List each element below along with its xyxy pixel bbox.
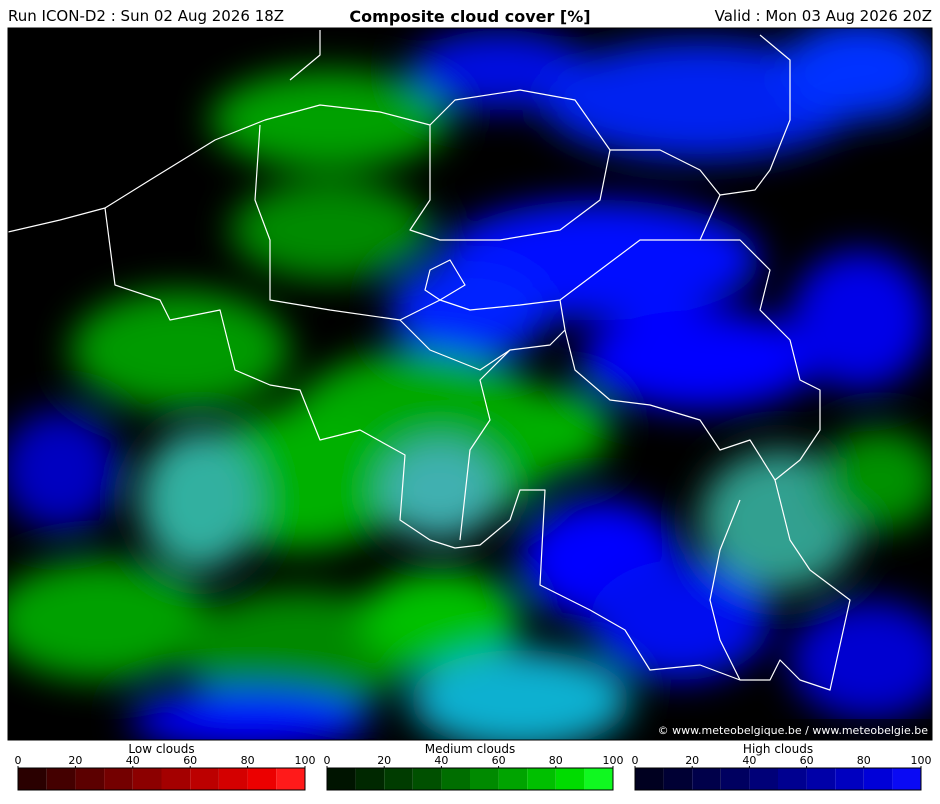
run-label: Run ICON-D2 : Sun 02 Aug 2026 18Z <box>8 7 284 25</box>
colorbar-swatch <box>835 768 864 790</box>
colorbar-swatch <box>190 768 219 790</box>
colorbar-swatch <box>584 768 613 790</box>
colorbar-tick-label: 100 <box>911 754 932 767</box>
colorbar-swatch <box>778 768 807 790</box>
colorbar-tick-label: 80 <box>857 754 871 767</box>
colorbar-swatch <box>635 768 664 790</box>
colorbar-tick-label: 60 <box>183 754 197 767</box>
colorbar-tick-label: 60 <box>800 754 814 767</box>
colorbar-swatch <box>892 768 921 790</box>
colorbar-tick-label: 40 <box>126 754 140 767</box>
colorbar-frame <box>326 767 614 791</box>
colorbar-tick-label: 20 <box>685 754 699 767</box>
colorbar-swatch <box>441 768 470 790</box>
colorbar-swatch <box>384 768 413 790</box>
colorbar-tick-label: 80 <box>549 754 563 767</box>
colorbar-swatch <box>720 768 750 790</box>
colorbar-swatch <box>247 768 277 790</box>
colorbar-swatch <box>104 768 133 790</box>
colorbar-swatch <box>161 768 191 790</box>
colorbar-swatch <box>327 768 356 790</box>
colorbar-swatch <box>46 768 76 790</box>
colorbar-tick-label: 20 <box>377 754 391 767</box>
colorbar-tick-label: 0 <box>15 754 22 767</box>
colorbar-swatch <box>18 768 47 790</box>
legend-title: Low clouds <box>128 742 194 756</box>
colorbar-tick-label: 100 <box>295 754 316 767</box>
legend-title: Medium clouds <box>425 742 516 756</box>
legend-title: High clouds <box>743 742 813 756</box>
colorbar-swatch <box>498 768 528 790</box>
colorbar-tick-label: 40 <box>434 754 448 767</box>
colorbar-tick-label: 100 <box>603 754 624 767</box>
colorbar-frame <box>634 767 922 791</box>
colorbar-swatch <box>75 768 105 790</box>
colorbar-swatch <box>806 768 836 790</box>
colorbar-swatch <box>470 768 499 790</box>
colorbar-tick-label: 60 <box>492 754 506 767</box>
colorbar-tick-label: 20 <box>68 754 82 767</box>
valid-label: Valid : Mon 03 Aug 2026 20Z <box>715 7 932 25</box>
colorbar-swatch <box>276 768 305 790</box>
credit-text: © www.meteobelgique.be / www.meteobelgie… <box>658 724 929 737</box>
colorbar-frame <box>17 767 306 791</box>
colorbar-swatch <box>132 768 162 790</box>
colorbar-swatch <box>527 768 556 790</box>
colorbar-swatch <box>863 768 893 790</box>
colorbar-swatch <box>749 768 778 790</box>
cloud-map: © www.meteobelgique.be / www.meteobelgie… <box>8 28 932 740</box>
colorbar-swatch <box>355 768 385 790</box>
colorbar-tick-label: 40 <box>742 754 756 767</box>
colorbar-swatch <box>692 768 721 790</box>
map-title: Composite cloud cover [%] <box>349 7 590 26</box>
colorbar-swatch <box>663 768 693 790</box>
colorbar-swatch <box>555 768 585 790</box>
colorbar-tick-label: 0 <box>632 754 639 767</box>
legends: Low clouds 0 20 40 60 80 100 Medium clouds 0 20 40… <box>15 742 932 791</box>
colorbar-swatch <box>218 768 248 790</box>
colorbar-swatch <box>412 768 442 790</box>
colorbar-tick-label: 0 <box>324 754 331 767</box>
colorbar-tick-label: 80 <box>241 754 255 767</box>
